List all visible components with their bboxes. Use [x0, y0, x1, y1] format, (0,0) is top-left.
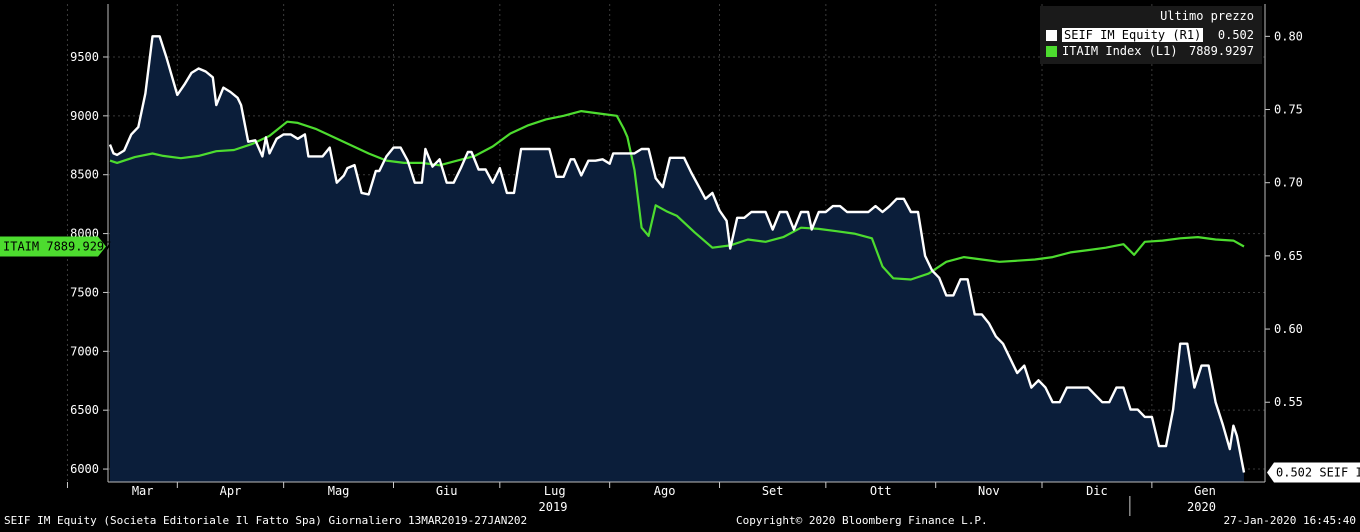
- right-tick-label: 0.70: [1274, 176, 1303, 190]
- left-tick-label: 9500: [70, 50, 99, 64]
- axes: [66, 4, 1270, 516]
- left-tick-label: 7000: [70, 344, 99, 358]
- seif-last-tag: [1267, 462, 1360, 483]
- legend: Ultimo prezzo SEIF IM Equity (R1) 0.502 …: [1040, 6, 1262, 64]
- itaim-series-line: [109, 110, 1245, 281]
- year-label: 2020: [1187, 500, 1216, 514]
- x-tick-label: Mag: [328, 484, 350, 498]
- left-tick-label: 8500: [70, 168, 99, 182]
- right-tick-label: 0.60: [1274, 322, 1303, 336]
- legend-item-seif: SEIF IM Equity (R1) 0.502: [1046, 28, 1254, 43]
- x-axis-ticks: Mar Apr Mag Giu Lug Ago Set Ott Nov Dic Gen 2019 202…: [132, 484, 1216, 514]
- legend-item-itaim: ITAIM Index (L1) 7889.9297: [1046, 44, 1254, 59]
- left-tick-label: 6500: [70, 403, 99, 417]
- seif-area-fill: [110, 36, 1244, 483]
- x-tick-label: Ago: [654, 484, 676, 498]
- footer-copyright: Copyright© 2020 Bloomberg Finance L.P.: [736, 514, 988, 527]
- legend-name-itaim: ITAIM Index (L1): [1062, 44, 1178, 58]
- x-tick-label: Set: [762, 484, 784, 498]
- x-tick-label: Mar: [132, 484, 154, 498]
- legend-swatch-seif: [1046, 30, 1057, 41]
- x-tick-label: Lug: [544, 484, 566, 498]
- footer-description: SEIF IM Equity (Societa Editoriale Il Fa…: [4, 514, 528, 527]
- right-tick-label: 0.80: [1274, 29, 1303, 43]
- right-tick-label: 0.65: [1274, 249, 1303, 263]
- seif-series-line: [108, 35, 1246, 473]
- seif-last-label: 0.502 SEIF IM: [1276, 465, 1360, 479]
- right-tick-label: 0.75: [1274, 103, 1303, 117]
- legend-name-seif: SEIF IM Equity (R1): [1062, 28, 1204, 42]
- year-label: 2019: [539, 500, 568, 514]
- last-value-labels: ITAIM 7889.9297 0.502 SEIF IM: [0, 236, 1360, 483]
- legend-value-seif: 0.502: [1217, 28, 1254, 42]
- x-tick-label: Giu: [436, 484, 458, 498]
- right-axis-ticks: 0.55 0.60 0.65 0.70 0.75 0.80: [1274, 29, 1303, 409]
- legend-value-itaim: 7889.9297: [1188, 44, 1254, 58]
- x-tick-label: Apr: [220, 484, 242, 498]
- footer-timestamp: 27-Jan-2020 16:45:40: [1223, 514, 1356, 527]
- x-tick-label: Nov: [978, 484, 1000, 498]
- x-tick-label: Gen: [1194, 484, 1216, 498]
- left-tick-label: 6000: [70, 462, 99, 476]
- x-tick-label: Dic: [1086, 484, 1108, 498]
- itaim-last-label: ITAIM 7889.9297: [3, 240, 111, 254]
- x-tick-label: Ott: [870, 484, 892, 498]
- left-tick-label: 9000: [70, 109, 99, 123]
- itaim-last-tag: [0, 236, 106, 257]
- legend-title: Ultimo prezzo: [1160, 9, 1254, 23]
- legend-swatch-itaim: [1046, 46, 1057, 57]
- right-tick-label: 0.55: [1274, 395, 1303, 409]
- left-tick-label: 7500: [70, 285, 99, 299]
